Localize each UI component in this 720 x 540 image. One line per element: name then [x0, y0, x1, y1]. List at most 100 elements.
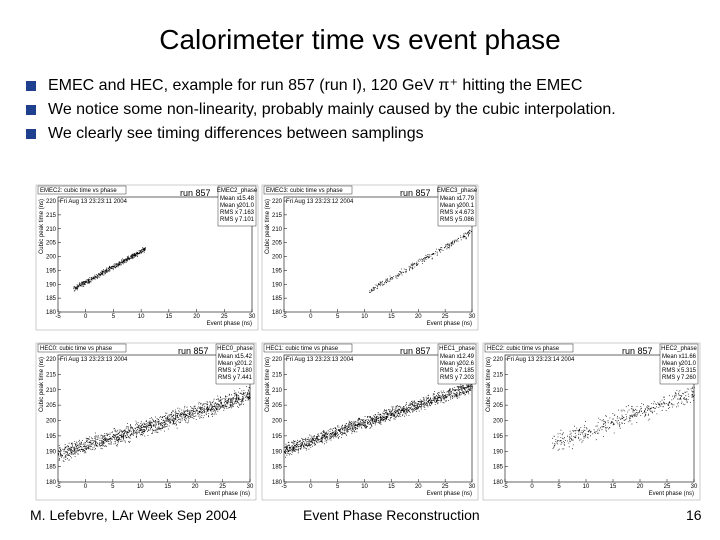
y-tick-label: 190: [46, 282, 57, 288]
panel-title: HEC2: cubic time vs phase: [487, 346, 560, 352]
x-tick-label: 15: [610, 484, 617, 490]
stats-value: 201.0: [239, 203, 255, 209]
title-box: [263, 343, 353, 353]
y-axis-label: Cubic peak time (ns): [39, 199, 45, 254]
stats-value: 12.49: [459, 354, 475, 360]
stats-name: EMEC2_phase: [217, 188, 258, 194]
x-tick-label: 20: [415, 314, 422, 320]
point-cloud: [369, 229, 472, 293]
stats-label: RMS y: [220, 217, 238, 223]
stats-value: 201.2: [237, 361, 253, 367]
stats-name: EMEC3_phase: [437, 188, 478, 194]
slide-title: Calorimeter time vs event phase: [159, 24, 561, 55]
panel-title: HEC0: cubic time vs phase: [40, 346, 113, 352]
plot-panel: -5 0 5 10 15 20 25 30 180 185 190 195 200 205 210 215 22…: [261, 342, 479, 501]
stats-label: Mean x: [218, 354, 238, 360]
stats-label: RMS x: [440, 368, 458, 374]
y-axis-label: Cubic peak time (ns): [486, 357, 492, 412]
x-tick-label: 25: [664, 484, 671, 490]
y-tick-label: 180: [46, 310, 57, 316]
stats-value: 17.79: [459, 196, 475, 202]
panel-title: EMEC2: cubic time vs phase: [40, 188, 117, 194]
y-tick-label: 215: [46, 213, 57, 219]
y-tick-label: 215: [493, 372, 504, 378]
stats-box: [437, 343, 477, 385]
stats-label: RMS x: [218, 368, 236, 374]
y-tick-label: 190: [493, 449, 504, 455]
bullet: EMEC and HEC, example for run 857 (run I…: [26, 76, 696, 96]
title-box: [37, 185, 127, 195]
x-tick-label: 20: [193, 314, 200, 320]
x-axis-label: Event phase (ns): [427, 321, 472, 327]
stats-value: 4.673: [459, 210, 475, 216]
x-tick-label: 30: [247, 484, 254, 490]
y-tick-label: 205: [46, 403, 57, 409]
panel-title: HEC1: cubic time vs phase: [266, 346, 339, 352]
stats-value: 15.42: [237, 354, 253, 360]
y-tick-label: 195: [46, 268, 57, 274]
y-tick-label: 205: [272, 403, 283, 409]
x-tick-label: 0: [84, 484, 88, 490]
y-tick-label: 185: [272, 296, 283, 302]
x-tick-label: -5: [55, 484, 61, 490]
y-tick-label: 180: [272, 310, 283, 316]
y-tick-label: 200: [493, 419, 504, 425]
stats-value: 200.1: [459, 203, 475, 209]
panel-date: Fri Aug 13 23:23:11 2004: [60, 199, 128, 205]
y-tick-label: 185: [46, 465, 57, 471]
panel-date: Fri Aug 13 23:23:12 2004: [286, 199, 354, 205]
stats-value: 201.0: [681, 361, 697, 367]
stats-value: 7.180: [237, 368, 253, 374]
y-tick-label: 180: [272, 480, 283, 486]
y-tick-label: 185: [493, 465, 504, 471]
run-label: run 857: [400, 188, 431, 198]
title-box: [37, 343, 127, 353]
run-label: run 857: [178, 346, 209, 356]
stats-label: RMS x: [662, 368, 680, 374]
y-tick-label: 190: [46, 449, 57, 455]
x-tick-label: 20: [192, 484, 199, 490]
stats-value: 7.185: [459, 368, 475, 374]
panel-title: EMEC3: cubic time vs phase: [266, 188, 343, 194]
stats-label: RMS x: [220, 210, 238, 216]
x-tick-label: 25: [221, 314, 228, 320]
y-tick-label: 200: [46, 255, 57, 261]
bullet: We clearly see timing differences betwee…: [26, 124, 696, 144]
y-tick-label: 190: [272, 282, 283, 288]
y-tick-label: 200: [46, 419, 57, 425]
y-tick-label: 190: [272, 449, 283, 455]
plot-frame: [57, 196, 253, 313]
footer-center: Event Phase Reconstruction: [303, 507, 480, 523]
y-tick-label: 205: [46, 241, 57, 247]
plot-panel: -5 0 5 10 15 20 25 30 180 185 190 195 200 205 210 215 22…: [482, 342, 701, 501]
y-tick-label: 220: [272, 199, 283, 205]
y-tick-label: 205: [272, 241, 283, 247]
stats-value: 5.086: [459, 217, 475, 223]
run-label: run 857: [180, 188, 211, 198]
y-tick-label: 195: [46, 434, 57, 440]
y-tick-label: 215: [272, 213, 283, 219]
x-tick-label: 30: [469, 484, 476, 490]
x-tick-label: -5: [281, 484, 287, 490]
y-tick-label: 185: [46, 296, 57, 302]
y-axis-label: Cubic peak time (ns): [265, 199, 271, 254]
x-tick-label: 5: [336, 314, 340, 320]
stats-label: RMS y: [662, 375, 680, 381]
y-tick-label: 215: [272, 372, 283, 378]
point-cloud: [73, 247, 146, 292]
title-box: [263, 185, 353, 195]
stats-label: Mean x: [662, 354, 682, 360]
bullet: We notice some non-linearity, probably m…: [26, 100, 696, 120]
y-tick-label: 210: [272, 388, 283, 394]
x-tick-label: 10: [137, 484, 144, 490]
stats-value: 7.203: [459, 375, 475, 381]
x-tick-label: 25: [442, 484, 449, 490]
y-tick-label: 195: [272, 268, 283, 274]
stats-label: RMS y: [440, 375, 458, 381]
title-box: [484, 343, 574, 353]
y-tick-label: 200: [272, 255, 283, 261]
y-tick-label: 220: [46, 357, 57, 363]
stats-label: Mean x: [440, 354, 460, 360]
footer-left: M. Lefebvre, LAr Week Sep 2004: [30, 507, 237, 523]
